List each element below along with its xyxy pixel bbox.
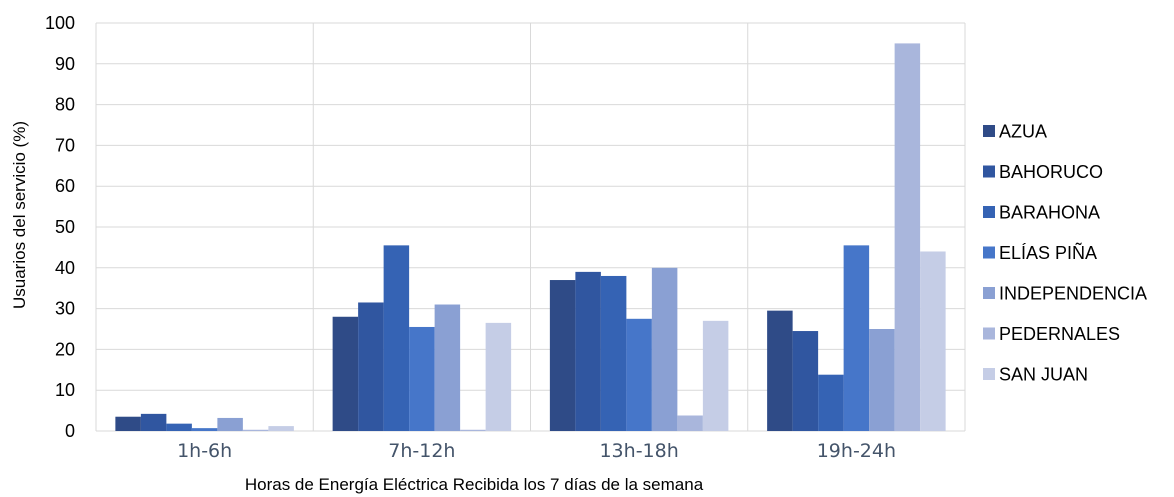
legend-swatch [983, 368, 995, 380]
y-tick-label: 80 [55, 95, 75, 115]
legend-label: PEDERNALES [999, 324, 1120, 344]
legend-label: SAN JUAN [999, 365, 1088, 385]
legend-label: AZUA [999, 122, 1047, 142]
y-tick-label: 50 [55, 217, 75, 237]
bar [651, 267, 678, 431]
bar [140, 413, 167, 431]
bar [677, 415, 703, 431]
y-tick-label: 70 [55, 135, 75, 155]
bar [268, 426, 294, 431]
bar [626, 318, 652, 431]
legend-label: INDEPENDENCIA [999, 284, 1147, 304]
bar [702, 320, 729, 431]
y-tick-label: 100 [45, 13, 75, 33]
bar [575, 271, 601, 431]
y-tick-label: 30 [55, 299, 75, 319]
bar [332, 316, 359, 431]
bar [358, 302, 384, 431]
bar [217, 417, 243, 431]
x-tick-labels: 1h-6h 7h-12h 13h-18h 19h-24h [177, 440, 896, 462]
bar [920, 251, 946, 431]
y-tick-label: 40 [55, 258, 75, 278]
y-tick-label: 0 [65, 421, 75, 441]
x-axis-title: Horas de Energía Eléctrica Recibida los … [245, 475, 704, 494]
chart-grid [95, 22, 966, 432]
y-tick-label: 90 [55, 54, 75, 74]
legend-swatch [983, 165, 995, 178]
y-tick-labels: 0 10 20 30 40 50 60 70 80 90 100 [45, 13, 75, 441]
y-tick-label: 20 [55, 339, 75, 359]
bar [869, 329, 895, 431]
bar [600, 275, 627, 431]
bar [115, 416, 141, 431]
bar [843, 245, 870, 431]
legend-label: ELÍAS PIÑA [999, 242, 1097, 263]
y-tick-label: 60 [55, 176, 75, 196]
bar [894, 43, 921, 432]
bar [485, 322, 512, 431]
legend-swatch [983, 287, 995, 299]
x-tick-label: 13h-18h [599, 440, 678, 462]
x-tick-label: 7h-12h [388, 440, 455, 462]
bar [434, 304, 461, 431]
legend-swatch [983, 327, 995, 340]
bar [767, 310, 793, 431]
bar [242, 429, 269, 431]
bar [191, 428, 218, 431]
legend-label: BAHORUCO [999, 162, 1103, 182]
bar [818, 374, 844, 431]
x-tick-label: 1h-6h [177, 440, 232, 462]
bar [409, 326, 435, 431]
x-tick-label: 19h-24h [817, 440, 896, 462]
bar [166, 423, 192, 431]
y-axis-title: Usuarios del servicio (%) [10, 121, 29, 309]
bar [549, 280, 576, 431]
bar [792, 331, 819, 431]
legend-swatch [983, 125, 995, 137]
legend-swatch [983, 246, 995, 259]
bar [383, 245, 410, 431]
y-tick-label: 10 [55, 380, 75, 400]
legend-swatch [983, 206, 995, 218]
chart-legend: AZUA BAHORUCO BARAHONA ELÍAS PIÑA INDEPENDEN… [983, 122, 1147, 385]
legend-label: BARAHONA [999, 203, 1100, 223]
chart-bars [115, 43, 946, 432]
bar [460, 429, 486, 431]
